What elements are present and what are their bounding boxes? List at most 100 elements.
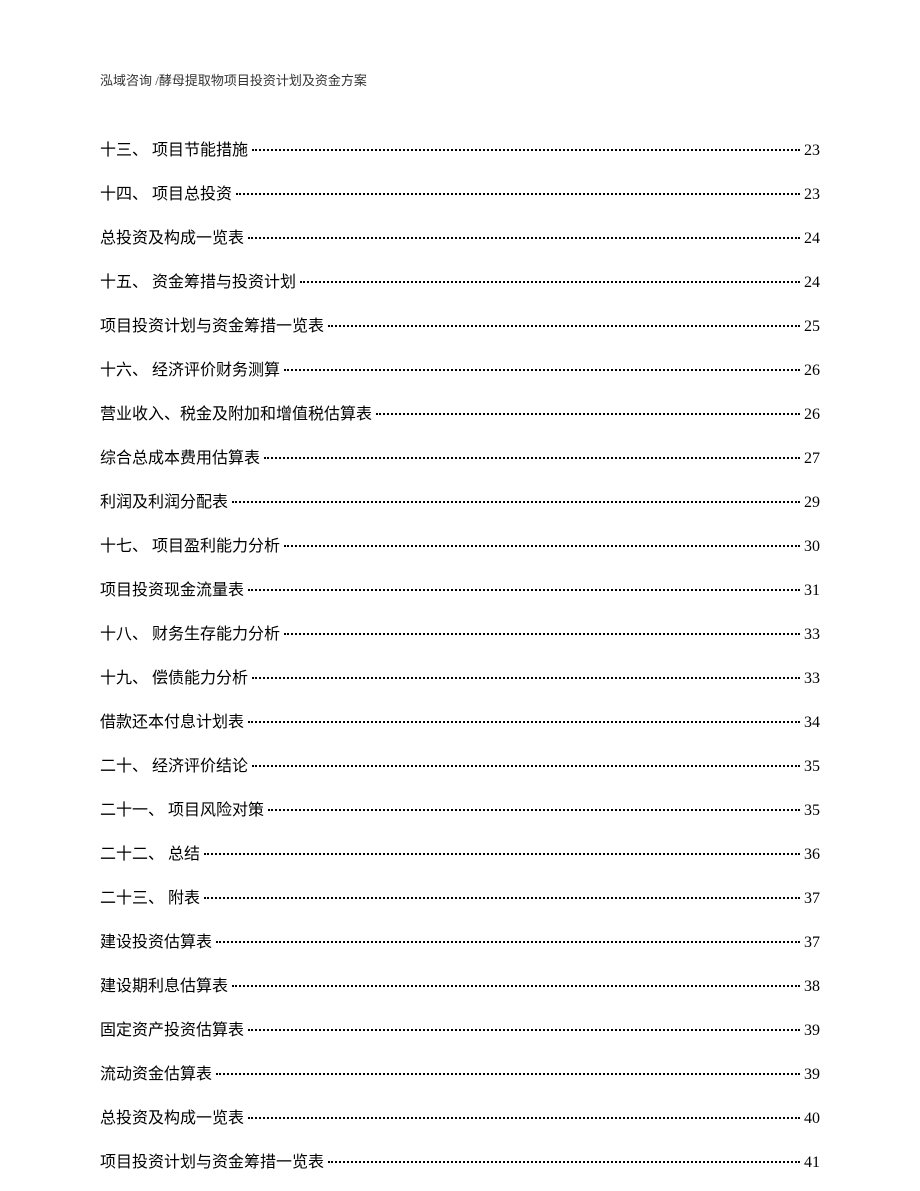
toc-entry: 十六、 经济评价财务测算 26 — [100, 359, 820, 383]
toc-page: 24 — [804, 271, 820, 295]
toc-page: 25 — [804, 315, 820, 339]
toc-label: 项目投资计划与资金筹措一览表 — [100, 1151, 324, 1175]
toc-entry: 营业收入、税金及附加和增值税估算表 26 — [100, 403, 820, 427]
toc-entry: 二十二、 总结 36 — [100, 843, 820, 867]
toc-entry: 十五、 资金筹措与投资计划 24 — [100, 271, 820, 295]
toc-label: 建设期利息估算表 — [100, 975, 228, 999]
toc-dots — [216, 941, 800, 943]
toc-entry: 十四、 项目总投资 23 — [100, 183, 820, 207]
toc-dots — [252, 149, 800, 151]
toc-entry: 二十三、 附表 37 — [100, 887, 820, 911]
toc-label: 利润及利润分配表 — [100, 491, 228, 515]
toc-dots — [248, 721, 800, 723]
toc-label: 固定资产投资估算表 — [100, 1019, 244, 1043]
toc-entry: 十七、 项目盈利能力分析 30 — [100, 535, 820, 559]
toc-page: 23 — [804, 183, 820, 207]
toc-page: 30 — [804, 535, 820, 559]
toc-label: 借款还本付息计划表 — [100, 711, 244, 735]
toc-dots — [232, 985, 800, 987]
toc-label: 十八、 财务生存能力分析 — [100, 623, 280, 647]
toc-dots — [232, 501, 800, 503]
toc-dots — [248, 589, 800, 591]
toc-label: 十九、 偿债能力分析 — [100, 667, 248, 691]
toc-page: 26 — [804, 403, 820, 427]
toc-label: 二十三、 附表 — [100, 887, 200, 911]
toc-dots — [204, 897, 800, 899]
toc-entry: 总投资及构成一览表 40 — [100, 1107, 820, 1131]
toc-entry: 建设投资估算表 37 — [100, 931, 820, 955]
toc-dots — [252, 677, 800, 679]
toc-entry: 固定资产投资估算表 39 — [100, 1019, 820, 1043]
toc-page: 37 — [804, 887, 820, 911]
toc-entry: 项目投资计划与资金筹措一览表 41 — [100, 1151, 820, 1175]
toc-label: 项目投资计划与资金筹措一览表 — [100, 315, 324, 339]
toc-entry: 流动资金估算表 39 — [100, 1063, 820, 1087]
toc-page: 39 — [804, 1063, 820, 1087]
toc-list: 十三、 项目节能措施 23 十四、 项目总投资 23 总投资及构成一览表 24 … — [100, 139, 820, 1175]
toc-page: 31 — [804, 579, 820, 603]
toc-dots — [236, 193, 800, 195]
toc-page: 23 — [804, 139, 820, 163]
toc-dots — [328, 325, 800, 327]
toc-page: 34 — [804, 711, 820, 735]
toc-page: 24 — [804, 227, 820, 251]
toc-page: 40 — [804, 1107, 820, 1131]
toc-dots — [248, 1029, 800, 1031]
toc-label: 二十一、 项目风险对策 — [100, 799, 264, 823]
toc-entry: 项目投资现金流量表 31 — [100, 579, 820, 603]
toc-label: 总投资及构成一览表 — [100, 227, 244, 251]
toc-entry: 二十、 经济评价结论 35 — [100, 755, 820, 779]
toc-dots — [284, 369, 800, 371]
toc-dots — [248, 237, 800, 239]
toc-entry: 总投资及构成一览表 24 — [100, 227, 820, 251]
toc-page: 29 — [804, 491, 820, 515]
toc-entry: 十八、 财务生存能力分析 33 — [100, 623, 820, 647]
toc-label: 十六、 经济评价财务测算 — [100, 359, 280, 383]
toc-page: 35 — [804, 799, 820, 823]
toc-label: 流动资金估算表 — [100, 1063, 212, 1087]
toc-dots — [284, 545, 800, 547]
toc-dots — [376, 413, 800, 415]
toc-dots — [328, 1161, 800, 1163]
toc-label: 综合总成本费用估算表 — [100, 447, 260, 471]
toc-entry: 综合总成本费用估算表 27 — [100, 447, 820, 471]
toc-label: 十五、 资金筹措与投资计划 — [100, 271, 296, 295]
toc-dots — [248, 1117, 800, 1119]
toc-page: 37 — [804, 931, 820, 955]
toc-dots — [268, 809, 800, 811]
toc-page: 36 — [804, 843, 820, 867]
toc-label: 十四、 项目总投资 — [100, 183, 232, 207]
toc-page: 26 — [804, 359, 820, 383]
toc-label: 建设投资估算表 — [100, 931, 212, 955]
toc-page: 33 — [804, 667, 820, 691]
toc-label: 营业收入、税金及附加和增值税估算表 — [100, 403, 372, 427]
toc-page: 41 — [804, 1151, 820, 1175]
toc-label: 二十、 经济评价结论 — [100, 755, 248, 779]
toc-page: 39 — [804, 1019, 820, 1043]
toc-page: 27 — [804, 447, 820, 471]
toc-dots — [252, 765, 800, 767]
toc-label: 项目投资现金流量表 — [100, 579, 244, 603]
toc-dots — [300, 281, 800, 283]
toc-label: 十三、 项目节能措施 — [100, 139, 248, 163]
toc-dots — [204, 853, 800, 855]
toc-entry: 十九、 偿债能力分析 33 — [100, 667, 820, 691]
toc-entry: 建设期利息估算表 38 — [100, 975, 820, 999]
toc-page: 38 — [804, 975, 820, 999]
header-text: 泓域咨询 /酵母提取物项目投资计划及资金方案 — [100, 73, 367, 88]
toc-entry: 项目投资计划与资金筹措一览表 25 — [100, 315, 820, 339]
toc-label: 二十二、 总结 — [100, 843, 200, 867]
toc-entry: 利润及利润分配表 29 — [100, 491, 820, 515]
toc-dots — [216, 1073, 800, 1075]
toc-dots — [264, 457, 800, 459]
toc-entry: 借款还本付息计划表 34 — [100, 711, 820, 735]
toc-label: 十七、 项目盈利能力分析 — [100, 535, 280, 559]
page-header: 泓域咨询 /酵母提取物项目投资计划及资金方案 — [100, 70, 820, 89]
toc-dots — [284, 633, 800, 635]
toc-page: 33 — [804, 623, 820, 647]
toc-entry: 十三、 项目节能措施 23 — [100, 139, 820, 163]
toc-label: 总投资及构成一览表 — [100, 1107, 244, 1131]
page-container: 泓域咨询 /酵母提取物项目投资计划及资金方案 十三、 项目节能措施 23 十四、… — [0, 0, 920, 1191]
toc-page: 35 — [804, 755, 820, 779]
toc-entry: 二十一、 项目风险对策 35 — [100, 799, 820, 823]
